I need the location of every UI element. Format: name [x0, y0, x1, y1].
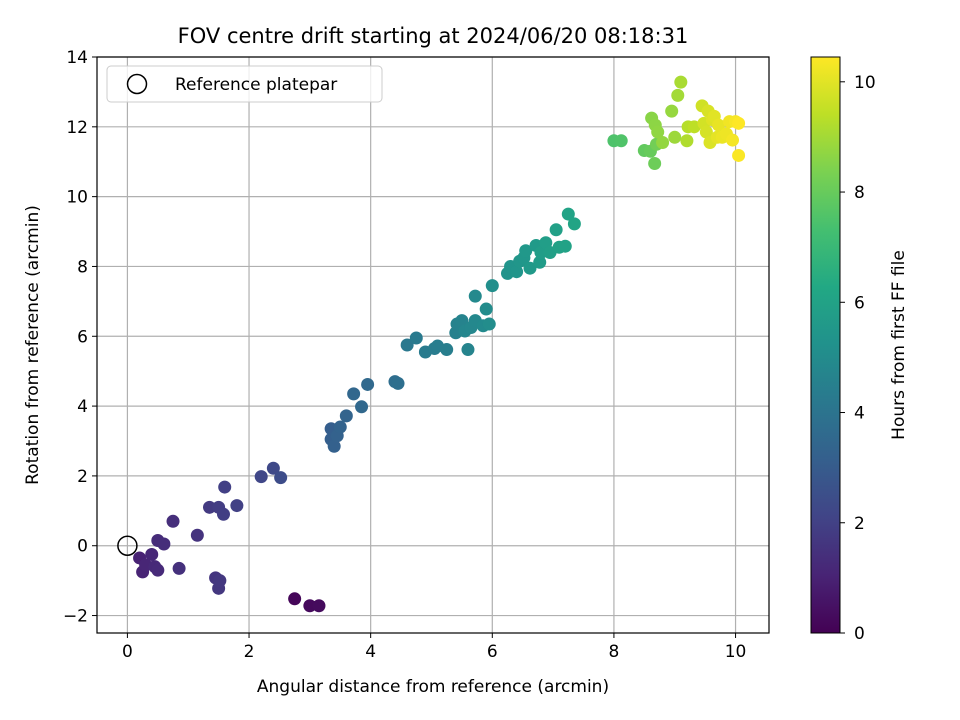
data-point — [519, 244, 533, 258]
x-axis-label: Angular distance from reference (arcmin) — [257, 677, 609, 697]
y-tick-label: 4 — [77, 397, 88, 417]
y-tick-label: 8 — [77, 257, 88, 277]
data-point — [361, 377, 375, 391]
x-tick-label: 2 — [244, 642, 255, 662]
data-point — [712, 118, 726, 132]
data-point — [339, 409, 353, 423]
data-point — [218, 480, 232, 494]
data-point — [485, 279, 499, 293]
data-point — [539, 236, 553, 250]
data-point — [347, 387, 361, 401]
data-point — [312, 599, 326, 613]
data-point — [614, 134, 628, 148]
chart-title: FOV centre drift starting at 2024/06/20 … — [178, 24, 689, 48]
x-tick-label: 8 — [609, 642, 620, 662]
data-point — [674, 75, 688, 89]
colorbar-ticks: 0 2 4 6 8 10 — [840, 73, 876, 644]
data-point — [145, 547, 159, 561]
y-tick-label: −2 — [63, 607, 88, 627]
data-point — [355, 400, 369, 414]
data-point — [651, 125, 665, 139]
x-tick-label: 0 — [122, 642, 133, 662]
data-point — [567, 217, 581, 231]
data-point — [648, 156, 662, 170]
data-point — [671, 88, 685, 102]
data-point — [151, 563, 165, 577]
data-point — [157, 537, 171, 551]
colorbar-label: Hours from first FF file — [889, 250, 909, 440]
legend-label: Reference platepar — [175, 75, 337, 95]
data-point — [558, 239, 572, 253]
data-point — [216, 507, 230, 521]
data-point — [523, 261, 537, 275]
x-tick-label: 10 — [725, 642, 747, 662]
data-point — [510, 265, 524, 279]
data-point — [440, 343, 454, 357]
data-points — [133, 75, 746, 613]
data-point — [266, 461, 280, 475]
data-point — [230, 499, 244, 513]
y-tick-label: 14 — [66, 48, 88, 68]
colorbar-tick-label: 4 — [854, 404, 865, 424]
colorbar-tick-label: 8 — [854, 183, 865, 203]
data-point — [190, 528, 204, 542]
legend: Reference platepar — [106, 65, 383, 103]
data-point — [561, 207, 575, 221]
colorbar-tick-label: 10 — [854, 73, 876, 93]
data-point — [534, 245, 548, 259]
data-point — [656, 136, 670, 150]
y-axis-label: Rotation from reference (arcmin) — [23, 205, 43, 485]
y-tick-label: 10 — [66, 188, 88, 208]
x-tick-label: 4 — [365, 642, 376, 662]
data-point — [203, 500, 217, 514]
data-point — [732, 116, 746, 130]
data-point — [166, 514, 180, 528]
data-point — [665, 104, 679, 118]
data-point — [254, 470, 268, 484]
colorbar-tick-label: 0 — [854, 624, 865, 644]
colorbar — [810, 56, 841, 634]
data-point — [732, 148, 746, 162]
data-point — [327, 439, 341, 453]
y-axis: −2 0 2 4 6 8 10 12 14 — [63, 48, 97, 627]
data-point — [333, 420, 347, 434]
colorbar-tick-label: 6 — [854, 293, 865, 313]
colorbar-tick-label: 2 — [854, 514, 865, 534]
data-point — [549, 223, 563, 237]
data-point — [172, 561, 186, 575]
data-point — [303, 599, 317, 613]
legend-marker — [126, 73, 148, 95]
data-point — [288, 592, 302, 606]
data-point — [479, 302, 493, 316]
data-point — [699, 125, 713, 139]
data-point — [726, 133, 740, 147]
data-point — [400, 338, 414, 352]
data-point — [680, 134, 694, 148]
plot-frame — [96, 56, 770, 634]
y-tick-label: 6 — [77, 327, 88, 347]
x-axis: 0 2 4 6 8 10 — [122, 633, 746, 662]
data-point — [482, 317, 496, 331]
data-point — [461, 343, 475, 357]
data-point — [274, 471, 288, 485]
data-point — [668, 130, 682, 144]
data-point — [213, 574, 227, 588]
data-point — [455, 314, 469, 328]
reference-platepar-marker — [117, 535, 138, 556]
data-point — [533, 255, 547, 269]
y-tick-label: 0 — [77, 537, 88, 557]
y-tick-label: 12 — [66, 118, 88, 138]
x-tick-label: 6 — [487, 642, 498, 662]
data-point — [391, 376, 405, 390]
y-tick-label: 2 — [77, 467, 88, 487]
data-point — [468, 289, 482, 303]
data-point — [409, 331, 423, 345]
